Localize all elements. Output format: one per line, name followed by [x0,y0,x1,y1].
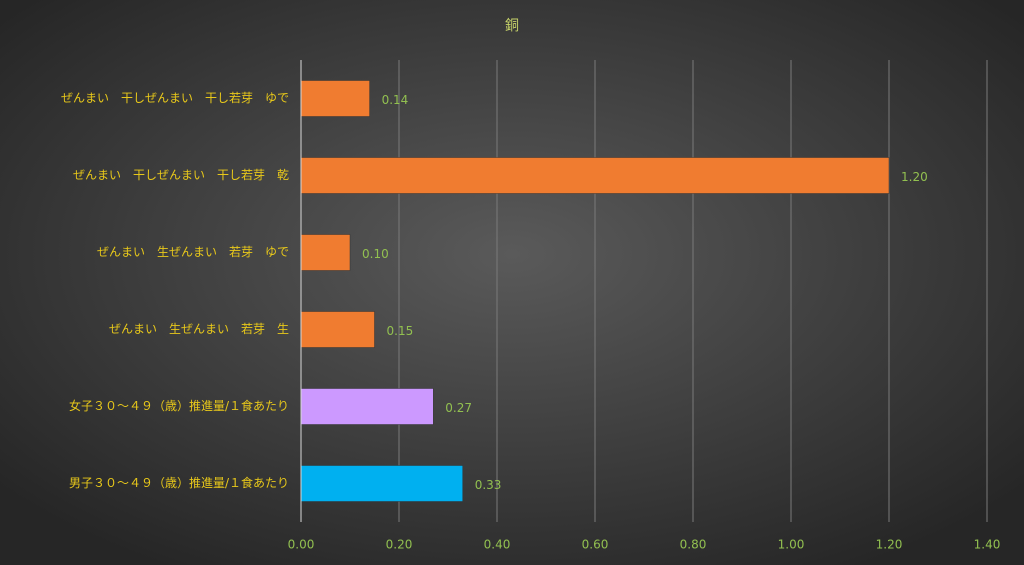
value-label: 0.14 [382,93,409,107]
x-tick-label: 0.60 [582,538,609,552]
y-tick-label: 男子３０～４９（歳）推進量/１食あたり [69,475,289,490]
y-tick-label: ぜんまい 干しぜんまい 干し若芽 ゆで [61,91,289,105]
value-label: 0.15 [387,324,414,338]
y-tick-label: 女子３０～４９（歳）推進量/１食あたり [69,398,289,413]
bar [300,234,351,271]
y-tick-label: ぜんまい 干しぜんまい 干し若芽 乾 [73,168,289,182]
x-tick-label: 0.00 [288,538,315,552]
x-tick-label: 0.80 [680,538,707,552]
chart-title: 銅 [505,18,519,34]
value-label: 1.20 [901,170,928,184]
y-tick-label: ぜんまい 生ぜんまい 若芽 生 [109,322,289,336]
x-tick-label: 1.00 [778,538,805,552]
x-tick-label: 1.20 [876,538,903,552]
bar [300,80,370,117]
bar [300,388,434,425]
bar [300,157,890,194]
x-tick-label: 0.20 [386,538,413,552]
x-tick-label: 0.40 [484,538,511,552]
y-tick-label: ぜんまい 生ぜんまい 若芽 ゆで [97,245,289,259]
bar [300,311,375,348]
bar [300,465,463,502]
x-tick-label: 1.40 [974,538,1001,552]
value-label: 0.10 [362,247,389,261]
value-label: 0.33 [475,478,502,492]
value-label: 0.27 [445,401,472,415]
